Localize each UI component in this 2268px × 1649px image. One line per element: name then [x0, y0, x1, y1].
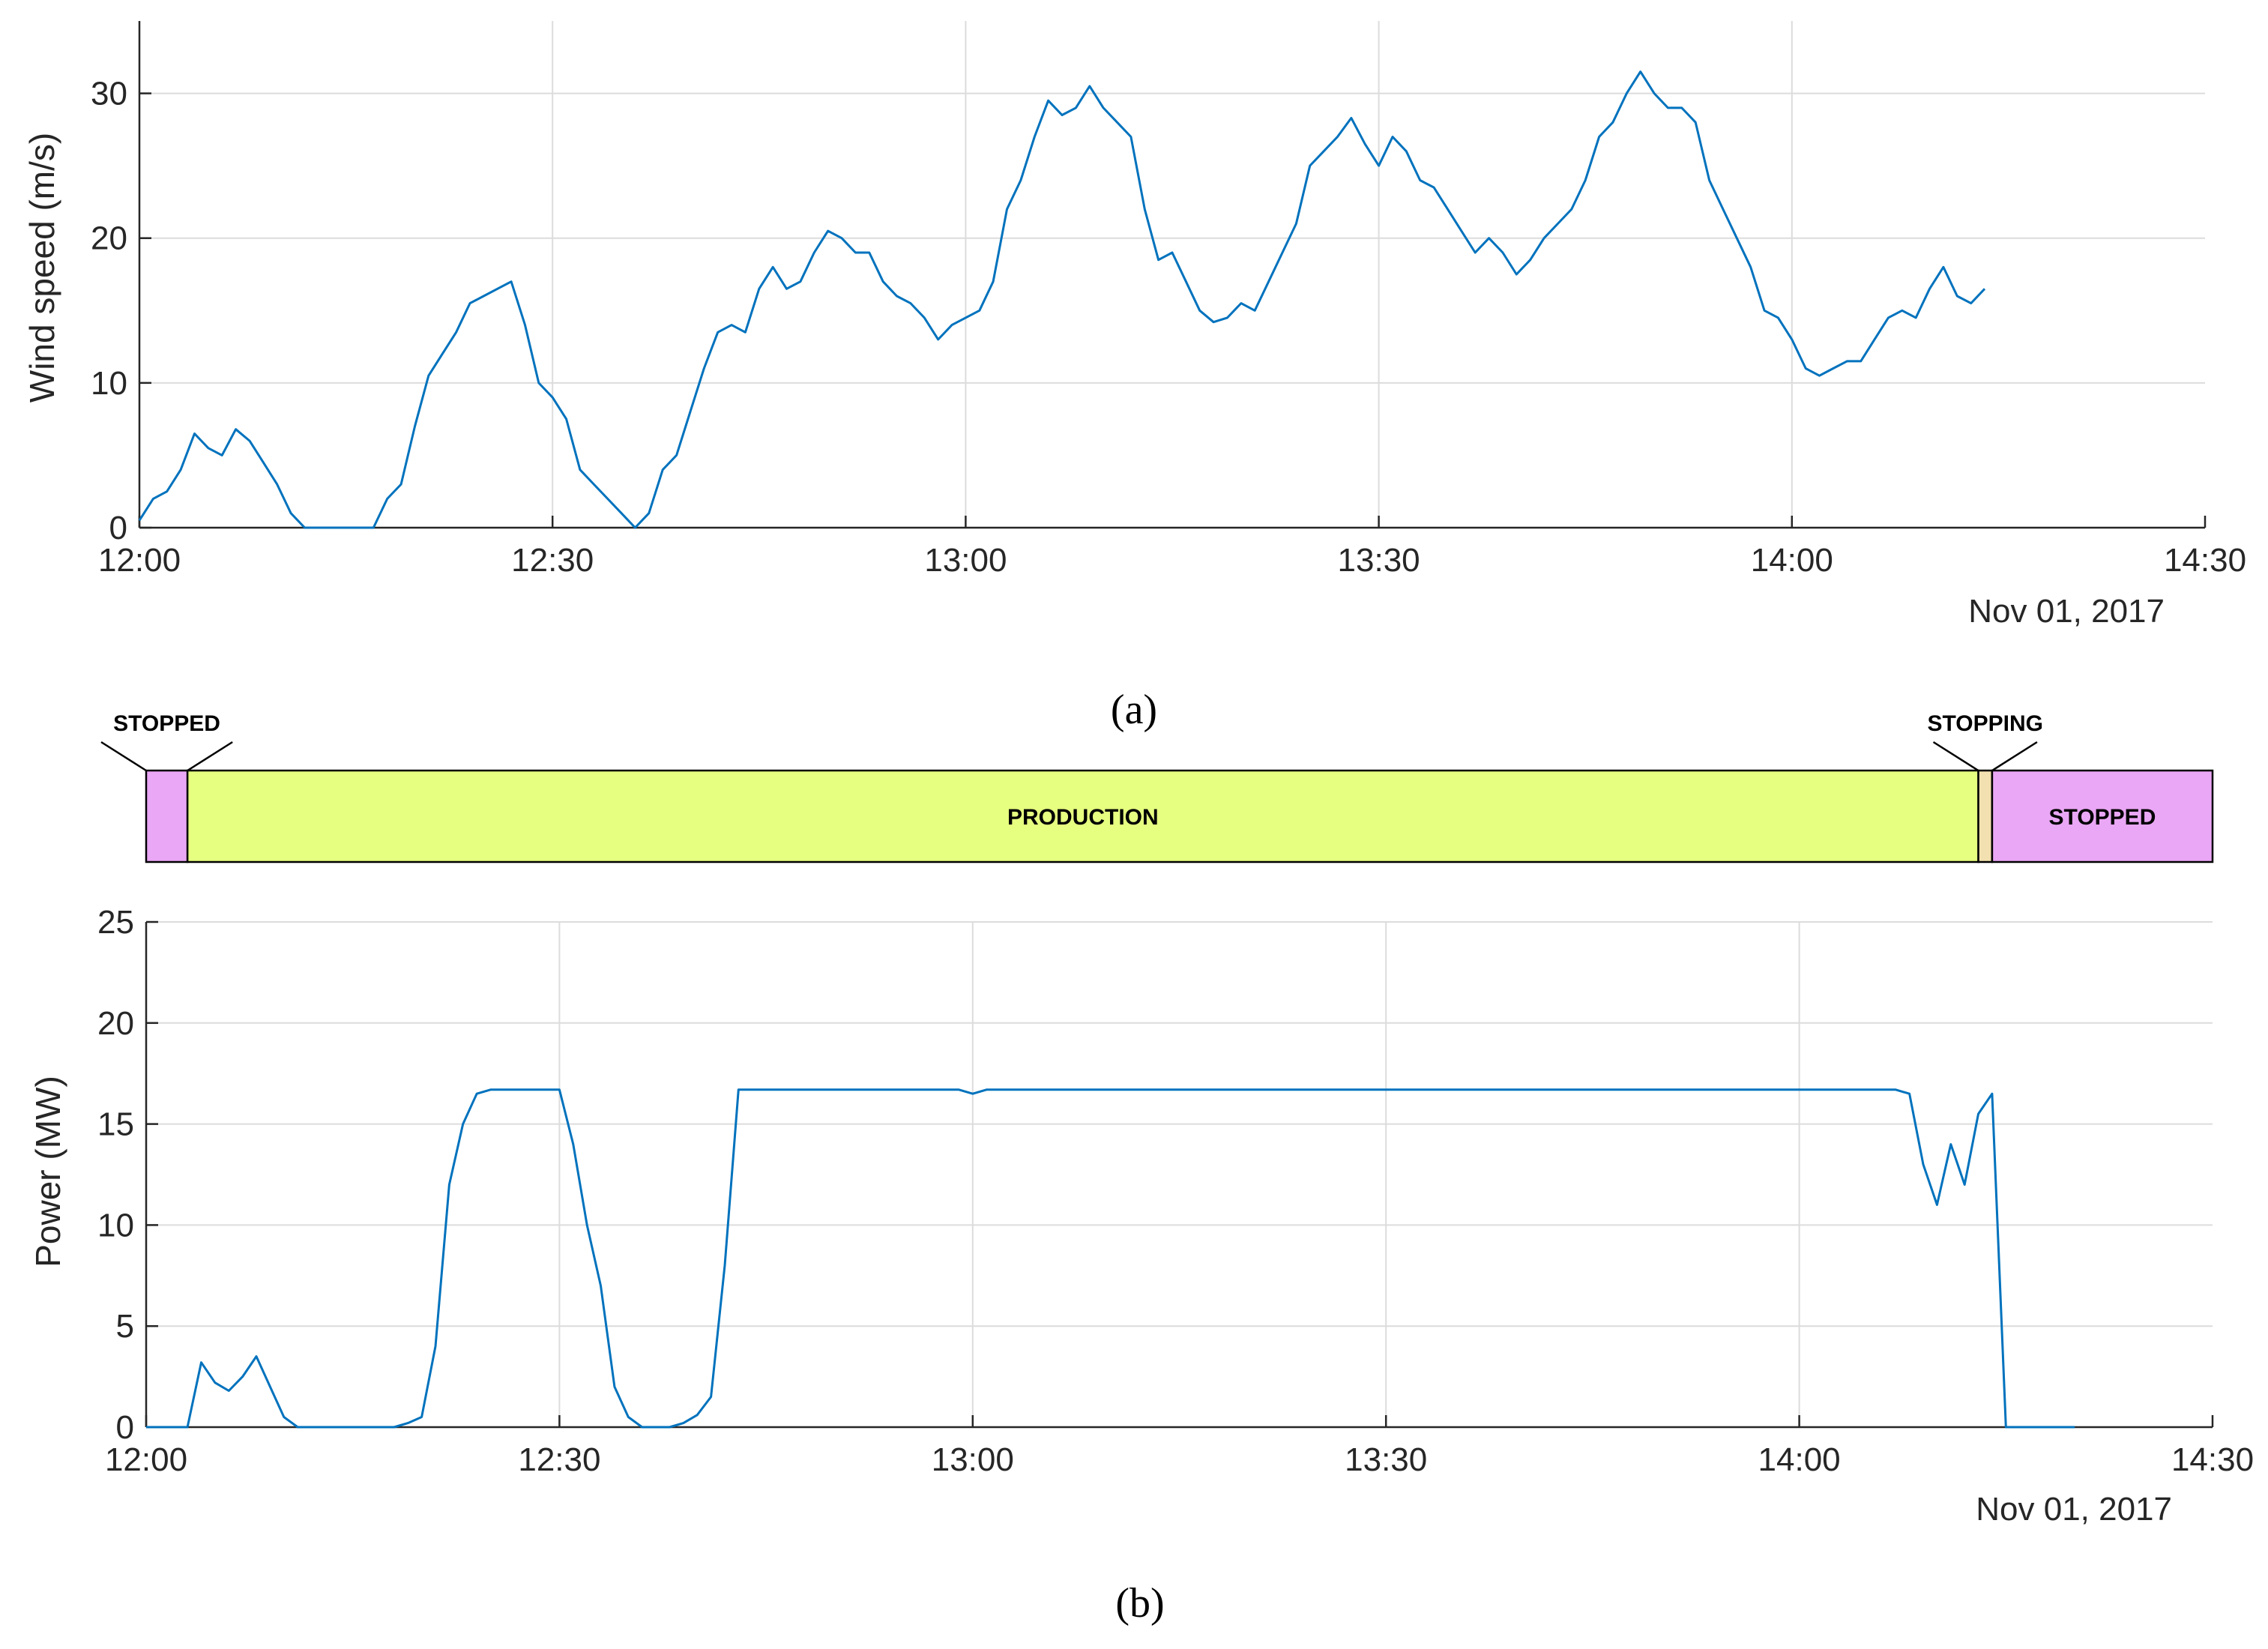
y-tick-label: 15	[97, 1106, 134, 1143]
y-tick-label: 0	[109, 510, 127, 546]
power-y-tick-labels: 0 5 10 15 20 25	[97, 904, 134, 1446]
callout-leader-line	[1932, 741, 1979, 772]
y-tick-label: 20	[97, 1005, 134, 1042]
x-tick-label: 12:00	[105, 1441, 187, 1478]
state-segment-stopping	[1977, 769, 1994, 863]
callout-leader-line	[1991, 741, 2038, 772]
power-date-label: Nov 01, 2017	[1976, 1491, 2172, 1528]
wind-speed-series-line	[138, 70, 1986, 529]
x-tick-label: 13:30	[1338, 542, 1420, 579]
state-callouts: STOPPED STOPPING	[100, 711, 2043, 772]
x-tick-label: 12:30	[518, 1441, 600, 1478]
wind-x-tick-labels: 12:00 12:30 13:00 13:30 14:00 14:30	[98, 542, 2246, 579]
x-tick-label: 14:00	[1751, 542, 1833, 579]
state-callout-label-stopping: STOPPING	[1927, 711, 2042, 736]
state-segment-production	[186, 769, 1979, 863]
x-tick-label: 12:00	[98, 542, 181, 579]
y-tick-label: 5	[116, 1308, 134, 1345]
turbine-state-bar: PRODUCTION STOPPED STOPPED STOPPING	[100, 711, 2214, 863]
state-label-stopped: STOPPED	[2049, 805, 2156, 830]
power-axes	[145, 920, 2214, 1429]
wind-date-label: Nov 01, 2017	[1968, 593, 2165, 630]
state-callout-label-stopped: STOPPED	[113, 711, 220, 736]
panel-label-b: (b)	[1115, 1580, 1164, 1627]
state-segment-stopped	[145, 769, 189, 863]
state-segments: PRODUCTION STOPPED	[145, 769, 2214, 863]
wind-axes	[138, 21, 2207, 529]
wind-y-axis-label: Wind speed (m/s)	[22, 133, 61, 403]
callout-leader-line	[100, 741, 147, 772]
state-label-production: PRODUCTION	[1007, 805, 1159, 830]
x-tick-label: 13:00	[932, 1441, 1014, 1478]
y-tick-label: 25	[97, 904, 134, 941]
power-chart: 12:00 12:30 13:00 13:30 14:00 14:30 0 5 10 15 20 2…	[28, 904, 2254, 1627]
wind-y-tick-labels: 0 10 20 30	[91, 76, 127, 546]
wind-gridlines	[139, 21, 2205, 528]
panel-label-a: (a)	[1111, 687, 1157, 733]
y-tick-label: 10	[91, 365, 127, 402]
y-tick-label: 20	[91, 220, 127, 257]
x-tick-label: 13:00	[924, 542, 1007, 579]
x-tick-label: 14:30	[2164, 542, 2246, 579]
y-tick-label: 10	[97, 1207, 134, 1243]
y-tick-label: 0	[116, 1409, 134, 1446]
wind-speed-chart: 12:00 12:30 13:00 13:30 14:00 14:30 0 10 20 30 W…	[22, 21, 2246, 733]
y-tick-label: 30	[91, 76, 127, 112]
power-y-axis-label: Power (MW)	[28, 1076, 67, 1267]
x-tick-label: 14:30	[2171, 1441, 2254, 1478]
x-tick-label: 14:00	[1758, 1441, 1841, 1478]
callout-leader-line	[187, 741, 233, 772]
power-gridlines	[146, 921, 2213, 1427]
power-x-tick-labels: 12:00 12:30 13:00 13:30 14:00 14:30	[105, 1441, 2254, 1478]
x-tick-label: 12:30	[511, 542, 594, 579]
state-segment-stopped	[1991, 769, 2214, 863]
power-series-line	[146, 1088, 2075, 1429]
x-tick-label: 13:30	[1345, 1441, 1427, 1478]
